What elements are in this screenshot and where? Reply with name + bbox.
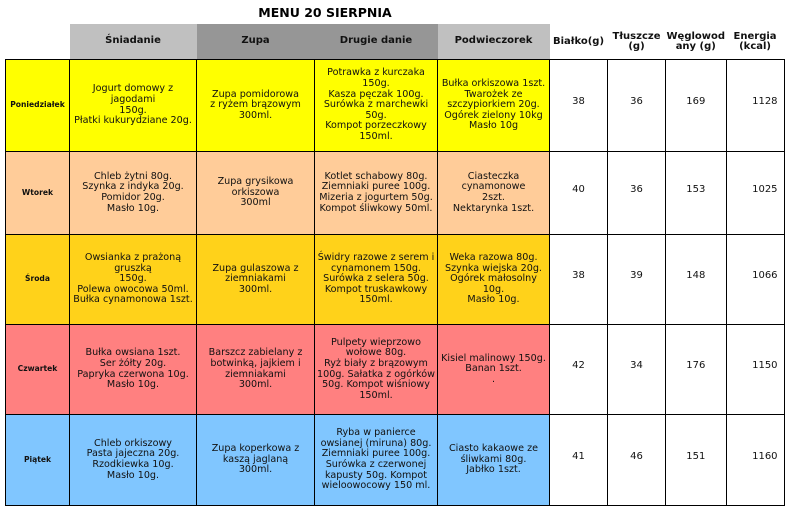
carbs-cell: 176: [665, 324, 727, 415]
fat-cell: 36: [607, 59, 666, 152]
breakfast-cell: Chleb żytni 80g. Szynka z indyka 20g. Po…: [69, 151, 197, 235]
table-row: Czwartek Bułka owsiana 1szt. Ser żółty 20…: [5, 324, 785, 415]
soup-cell: Zupa grysikowa orkiszowa 300ml: [196, 151, 315, 235]
fat-cell: 36: [607, 151, 666, 235]
carbs-cell: 153: [665, 151, 727, 235]
carbs-cell: 151: [665, 414, 727, 506]
energy-cell: 1066: [725, 234, 785, 325]
snack-cell: Kisiel malinowy 150g. Banan 1szt. .: [437, 324, 550, 415]
day-cell: Czwartek: [5, 324, 70, 415]
snack-cell: Ciasto kakaowe ze śliwkami 80g. Jabłko 1…: [437, 414, 550, 506]
header-soup: Zupa: [196, 24, 315, 60]
soup-cell: Zupa gulaszowa z ziemniakami 300ml.: [196, 234, 315, 325]
protein-cell: 38: [549, 234, 608, 325]
header-protein: Białko(g): [549, 24, 608, 60]
header-fat: Tłuszcze (g): [607, 24, 666, 60]
main-dish-cell: Kotlet schabowy 80g. Ziemniaki puree 100…: [314, 151, 438, 235]
main-dish-cell: Potrawka z kurczaka 150g. Kasza pęczak 1…: [314, 59, 438, 152]
snack-cell: Ciasteczka cynamonowe 2szt. Nektarynka 1…: [437, 151, 550, 235]
main-dish-cell: Pulpety wieprzowo wołowe 80g. Ryż biały …: [314, 324, 438, 415]
carbs-cell: 169: [665, 59, 727, 152]
soup-cell: Zupa pomidorowa z ryżem brązowym 300ml.: [196, 59, 315, 152]
energy-cell: 1160: [725, 414, 785, 506]
protein-cell: 42: [549, 324, 608, 415]
table-row: Środa Owsianka z prażoną gruszką 150g. Po…: [5, 234, 785, 325]
breakfast-cell: Jogurt domowy z jagodami 150g. Płatki ku…: [69, 59, 197, 152]
fat-cell: 39: [607, 234, 666, 325]
energy-cell: 1025: [725, 151, 785, 235]
header-carbs: Węglowod any (g): [665, 24, 727, 60]
day-cell: Środa: [5, 234, 70, 325]
energy-cell: 1128: [725, 59, 785, 152]
header-main: Drugie danie: [314, 24, 438, 60]
header-energy: Energia (kcal): [726, 24, 785, 60]
soup-cell: Zupa koperkowa z kaszą jaglaną 300ml.: [196, 414, 315, 506]
breakfast-cell: Bułka owsiana 1szt. Ser żółty 20g. Papry…: [69, 324, 197, 415]
soup-cell: Barszcz zabielany z botwinką, jajkiem i …: [196, 324, 315, 415]
protein-cell: 40: [549, 151, 608, 235]
page-title: MENU 20 SIERPNIA: [258, 5, 392, 20]
header-snack: Podwieczorek: [437, 24, 550, 60]
main-dish-cell: Świdry razowe z serem i cynamonem 150g. …: [314, 234, 438, 325]
main-dish-cell: Ryba w panierce owsianej (miruna) 80g. Z…: [314, 414, 438, 506]
day-cell: Poniedziałek: [5, 59, 70, 152]
table-row: Wtorek Chleb żytni 80g. Szynka z indyka 2…: [5, 151, 785, 235]
snack-cell: Bułka orkiszowa 1szt. Twarożek ze szczyp…: [437, 59, 550, 152]
breakfast-cell: Chleb orkiszowy Pasta jajeczna 20g. Rzod…: [69, 414, 197, 506]
day-cell: Wtorek: [5, 151, 70, 235]
header-breakfast: Śniadanie: [69, 24, 197, 60]
table-row: Poniedziałek Jogurt domowy z jagodami 150…: [5, 59, 785, 152]
protein-cell: 38: [549, 59, 608, 152]
header-day: [6, 24, 70, 60]
breakfast-cell: Owsianka z prażoną gruszką 150g. Polewa …: [69, 234, 197, 325]
table-row: Piątek Chleb orkiszowy Pasta jajeczna 20g…: [5, 414, 785, 506]
fat-cell: 46: [607, 414, 666, 506]
day-cell: Piątek: [5, 414, 70, 506]
energy-cell: 1150: [725, 324, 785, 415]
carbs-cell: 148: [665, 234, 727, 325]
header-row: Śniadanie Zupa Drugie danie Podwieczorek…: [6, 24, 785, 60]
protein-cell: 41: [549, 414, 608, 506]
snack-cell: Weka razowa 80g. Szynka wiejska 20g. Ogó…: [437, 234, 550, 325]
menu-table: Śniadanie Zupa Drugie danie Podwieczorek…: [5, 24, 785, 506]
fat-cell: 34: [607, 324, 666, 415]
